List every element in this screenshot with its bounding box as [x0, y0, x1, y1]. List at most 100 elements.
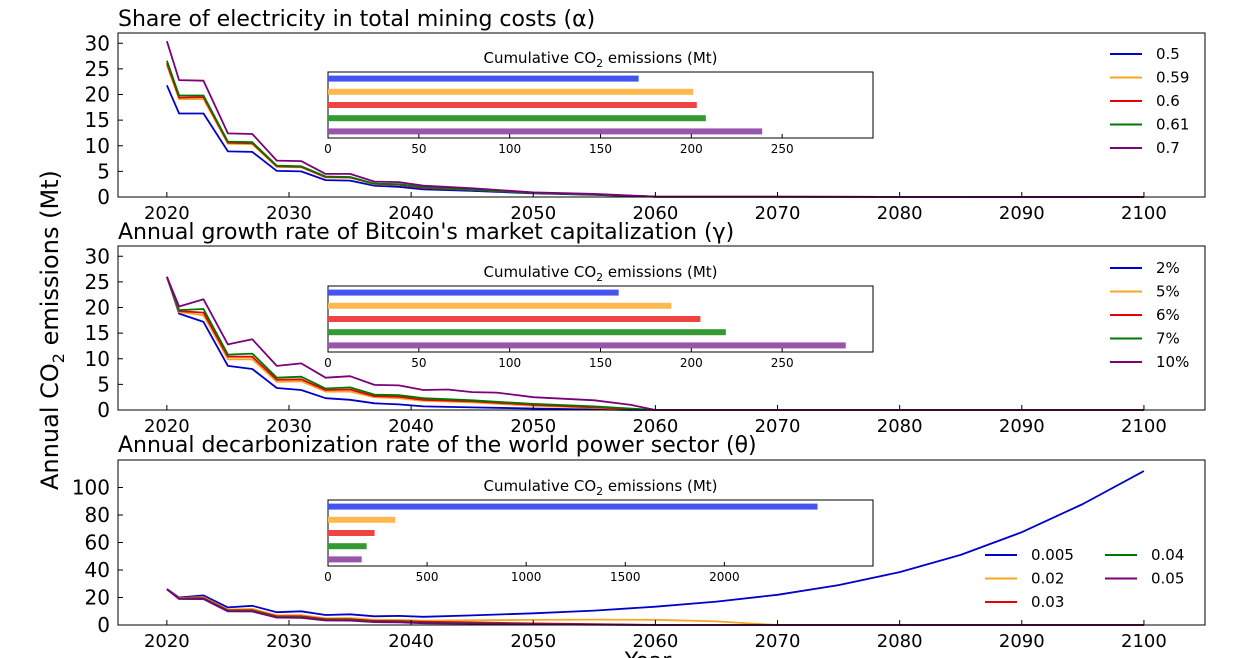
inset-title: Cumulative CO2 emissions (Mt): [483, 477, 717, 498]
inset-x-tick-label: 50: [411, 356, 426, 370]
legend: 0.005 0.02 0.03 0.04 0.05: [985, 546, 1184, 611]
inset-x-tick-label: 200: [680, 142, 703, 156]
plot-frame: [117, 32, 1206, 198]
inset-title-text: Cumulative CO: [483, 477, 596, 495]
inset-x-tick-label: 0: [324, 570, 332, 584]
x-tick-label: 2090: [999, 631, 1045, 652]
x-tick-label: 2100: [1121, 416, 1167, 437]
series-line-6%: [166, 276, 1144, 411]
inset-x-tick-label: 150: [589, 356, 612, 370]
x-tick-label: 2020: [144, 203, 190, 224]
plot-frame: [117, 245, 1206, 411]
x-tick-label: 2070: [755, 631, 801, 652]
y-tick-label: 10: [85, 134, 110, 158]
inset-bar-0.05: [328, 556, 362, 563]
inset-title-suffix: emissions (Mt): [603, 263, 717, 281]
inset-bar-7%: [328, 329, 726, 336]
inset-bar-10%: [328, 342, 846, 349]
inset-title-text: Cumulative CO: [483, 49, 596, 67]
x-tick-label: 2090: [999, 416, 1045, 437]
inset-title: Cumulative CO2 emissions (Mt): [483, 49, 717, 70]
inset-bar-2%: [328, 289, 619, 296]
legend-label: 0.03: [1031, 593, 1064, 611]
legend: 0.5 0.59 0.6 0.61 0.7: [1110, 45, 1189, 157]
legend-label: 0.005: [1031, 546, 1074, 564]
legend-label: 7%: [1156, 330, 1180, 348]
legend-label: 0.04: [1151, 546, 1184, 564]
legend-label: 0.7: [1156, 139, 1180, 157]
panel-1: Share of electricity in total mining cos…: [85, 7, 1206, 224]
x-tick-label: 2040: [388, 416, 434, 437]
x-tick-label: 2060: [632, 203, 678, 224]
inset-bar-0.5: [328, 75, 639, 82]
legend-label: 0.61: [1156, 116, 1189, 134]
inset-bar-6%: [328, 316, 701, 322]
legend-label: 0.05: [1151, 570, 1184, 588]
series-line-7%: [166, 276, 1144, 411]
inset-x-tick-label: 150: [589, 142, 612, 156]
figure-y-axis-label: Annual CO2 emissions (Mt): [36, 170, 68, 490]
inset-chart: Cumulative CO2 emissions (Mt) 0 50 100 150 20…: [324, 49, 874, 156]
inset-title-subscript: 2: [596, 271, 603, 284]
y-tick-label: 25: [85, 270, 110, 294]
panel-2: Annual growth rate of Bitcoin's market c…: [85, 220, 1206, 437]
legend-label: 0.59: [1156, 69, 1189, 87]
y-tick-label: 100: [72, 476, 110, 500]
x-axis-ticks: 2020 2030 2040 2050 2060 2070 2080 2090 2100: [144, 620, 1167, 652]
inset-bar-0.6: [328, 102, 697, 108]
inset-chart: Cumulative CO2 emissions (Mt) 0 50 100 150 20…: [324, 263, 874, 370]
inset-title: Cumulative CO2 emissions (Mt): [483, 263, 717, 284]
series-line-2%: [166, 276, 1144, 411]
x-axis-ticks: 2020 2030 2040 2050 2060 2070 2080 2090 2100: [144, 192, 1167, 224]
inset-title-text: Cumulative CO: [483, 263, 596, 281]
inset-bar-0.61: [328, 115, 706, 122]
x-tick-label: 2060: [632, 631, 678, 652]
legend-label: 0.6: [1156, 92, 1180, 110]
x-tick-label: 2020: [144, 416, 190, 437]
x-tick-label: 2040: [388, 631, 434, 652]
series-line-0.005: [166, 470, 1145, 618]
x-tick-label: 2030: [266, 203, 312, 224]
panel-title: Annual growth rate of Bitcoin's market c…: [118, 220, 734, 245]
x-tick-label: 2050: [510, 416, 556, 437]
y-axis-ticks: 0 20 40 60 80 100: [72, 476, 123, 637]
y-tick-label: 15: [85, 321, 110, 345]
x-tick-label: 2060: [632, 416, 678, 437]
panel-title: Share of electricity in total mining cos…: [118, 7, 595, 32]
x-tick-label: 2080: [877, 203, 923, 224]
inset-bar-0.005: [328, 503, 818, 510]
x-tick-label: 2050: [510, 631, 556, 652]
x-tick-label: 2030: [266, 416, 312, 437]
legend-label: 6%: [1156, 306, 1180, 324]
inset-title-subscript: 2: [596, 57, 603, 70]
x-tick-label: 2070: [755, 203, 801, 224]
series-group: [166, 276, 1144, 411]
series-line-10%: [166, 276, 1144, 411]
x-tick-label: 2080: [877, 416, 923, 437]
y-tick-label: 20: [85, 296, 110, 320]
inset-bar-0.7: [328, 128, 763, 135]
x-tick-label: 2080: [877, 631, 923, 652]
inset-x-tick-label: 250: [771, 356, 794, 370]
inset-bar-0.59: [328, 88, 694, 95]
x-tick-label: 2090: [999, 203, 1045, 224]
inset-title-subscript: 2: [596, 485, 603, 498]
inset-x-tick-label: 200: [680, 356, 703, 370]
y-tick-label: 20: [85, 586, 110, 610]
inset-x-tick-label: 1500: [610, 570, 641, 584]
panel-title: Annual decarbonization rate of the world…: [118, 433, 757, 458]
y-tick-label: 15: [85, 108, 110, 132]
inset-bar-5%: [328, 302, 672, 309]
inset-x-tick-label: 250: [771, 142, 794, 156]
y-tick-label: 10: [85, 347, 110, 371]
legend: 2% 5% 6% 7% 10%: [1110, 259, 1189, 371]
inset-x-tick-label: 0: [324, 142, 332, 156]
inset-x-tick-label: 2000: [709, 570, 740, 584]
x-tick-label: 2100: [1121, 631, 1167, 652]
x-tick-label: 2030: [266, 631, 312, 652]
series-line-0.7: [166, 40, 1144, 198]
legend-label: 2%: [1156, 259, 1180, 277]
inset-bar-0.03: [328, 530, 375, 536]
